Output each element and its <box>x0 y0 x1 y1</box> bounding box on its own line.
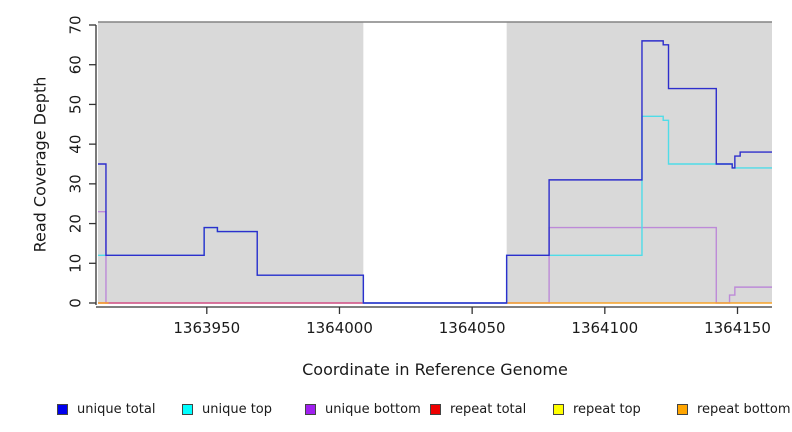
x-tick-label: 1364100 <box>571 319 638 337</box>
legend-item-repeat-bottom: repeat bottom <box>677 399 791 419</box>
legend-item-repeat-top: repeat top <box>553 399 641 419</box>
y-axis-title: Read Coverage Depth <box>30 76 50 253</box>
legend-swatch-icon <box>182 403 193 415</box>
legend-swatch-icon <box>305 403 316 415</box>
covered-region-left <box>98 22 364 303</box>
legend-label: unique total <box>77 401 156 417</box>
x-tick-label: 1364050 <box>439 319 506 337</box>
legend-label: repeat bottom <box>697 401 791 417</box>
y-tick-label: 30 <box>67 174 85 193</box>
x-axis-title: Coordinate in Reference Genome <box>302 360 568 379</box>
y-tick-label: 40 <box>67 135 85 154</box>
legend-label: repeat top <box>573 401 641 417</box>
y-tick-label: 0 <box>67 298 85 308</box>
legend-swatch-icon <box>677 403 688 415</box>
series-unique-bottom <box>98 210 772 304</box>
covered-region-right <box>506 22 772 303</box>
y-tick-label: 60 <box>67 55 85 74</box>
legend-item-unique-total: unique total <box>57 399 155 419</box>
x-tick-label: 1363950 <box>173 319 240 337</box>
y-tick-label: 10 <box>67 254 85 273</box>
x-tick-label: 1364150 <box>704 319 771 337</box>
legend-label: unique bottom <box>325 401 421 417</box>
y-tick-label: 70 <box>67 15 85 34</box>
y-tick-label: 50 <box>67 95 85 114</box>
series-unique-total <box>98 40 772 304</box>
legend-swatch-icon <box>57 403 68 415</box>
legend-label: unique top <box>202 401 273 417</box>
x-tick-label: 1364000 <box>306 319 373 337</box>
legend-swatch-icon <box>430 403 441 415</box>
y-tick-label: 20 <box>67 214 85 233</box>
legend-item-repeat-total: repeat total <box>430 399 526 419</box>
legend-item-unique-bottom: unique bottom <box>305 399 421 419</box>
legend-item-unique-top: unique top <box>182 399 272 419</box>
legend-label: repeat total <box>450 401 527 417</box>
legend: unique total unique top unique bottom repea… <box>0 399 792 421</box>
legend-swatch-icon <box>553 403 564 415</box>
